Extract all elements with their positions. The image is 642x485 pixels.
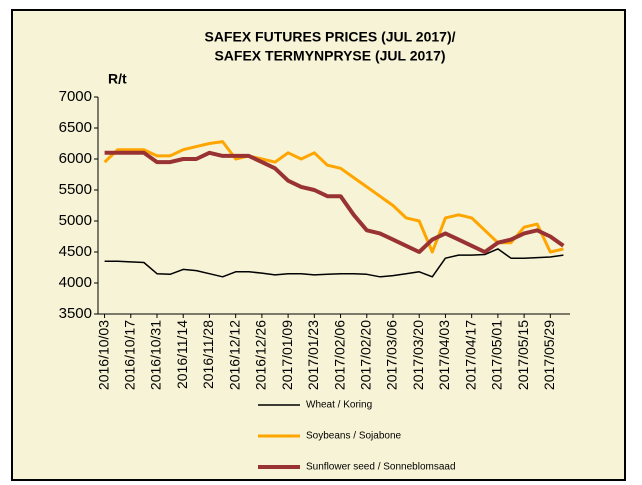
y-tick-label: 3500 — [59, 305, 92, 322]
series-line — [104, 248, 564, 278]
frame — [11, 9, 626, 481]
legend-label: Soybeans / Sojabone — [306, 431, 402, 442]
y-tick-label: 4000 — [59, 274, 92, 291]
x-tick-label: 2017/05/29 — [541, 320, 557, 390]
y-tick-label: 6500 — [59, 119, 92, 136]
x-tick-label: 2016/10/31 — [148, 320, 164, 390]
y-tick-label: 5500 — [59, 181, 92, 198]
y-tick-label: 6000 — [59, 150, 92, 167]
legend-label: Sunflower seed / Sonneblomsaad — [306, 462, 456, 473]
x-tick-label: 2016/11/14 — [174, 320, 190, 389]
x-tick-label: 2016/10/03 — [95, 320, 111, 390]
x-tick-label: 2016/12/26 — [253, 320, 269, 390]
x-tick-label: 2017/03/06 — [384, 320, 400, 390]
legend-label: Wheat / Koring — [306, 400, 372, 411]
y-tick-label: 5000 — [59, 212, 92, 229]
x-tick-label: 2017/02/20 — [357, 320, 373, 390]
x-tick-label: 2017/05/01 — [489, 320, 505, 390]
y-axis-label: R/t — [108, 71, 127, 87]
y-tick-label: 4500 — [59, 243, 92, 260]
x-tick-label: 2017/05/15 — [515, 320, 531, 390]
chart-title: SAFEX FUTURES PRICES (JUL 2017)/ — [204, 29, 455, 45]
x-tick-label: 2016/11/28 — [200, 320, 216, 389]
series-line — [103, 140, 564, 254]
series-line — [104, 150, 565, 254]
x-tick-label: 2017/04/17 — [462, 320, 478, 390]
x-tick-label: 2016/12/12 — [226, 320, 242, 390]
x-tick-label: 2017/01/09 — [279, 320, 295, 390]
x-tick-label: 2017/01/23 — [305, 320, 321, 390]
x-tick-label: 2017/03/20 — [410, 320, 426, 390]
x-tick-label: 2017/02/06 — [331, 320, 347, 390]
chart-title: SAFEX TERMYNPRYSE (JUL 2017) — [214, 48, 445, 64]
x-tick-label: 2016/10/17 — [121, 320, 137, 390]
x-tick-label: 2017/04/03 — [436, 320, 452, 390]
y-tick-label: 7000 — [59, 88, 92, 105]
